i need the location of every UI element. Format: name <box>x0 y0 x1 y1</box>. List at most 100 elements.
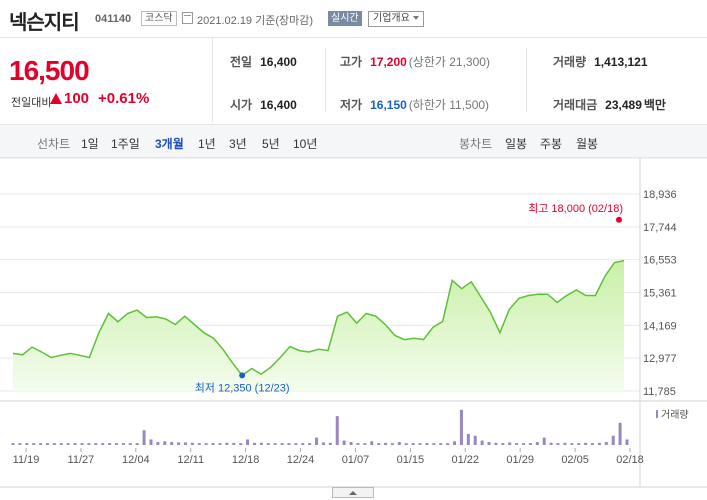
volume-bar <box>273 443 277 445</box>
divider <box>325 48 326 112</box>
volume-bar <box>163 441 167 445</box>
volume-bar <box>384 442 388 445</box>
tab-1w[interactable]: 1주일 <box>111 137 140 151</box>
volume-bar <box>597 442 601 445</box>
tab-5y[interactable]: 5년 <box>262 137 280 151</box>
stock-header: 넥슨지티 041140 코스닥 2021.02.19 기준(장마감) 실시간 기… <box>0 0 707 38</box>
stock-name: 넥슨지티 <box>9 12 80 34</box>
line-chart-group-label: 선차트 <box>37 137 71 151</box>
volume-legend-swatch <box>656 410 658 418</box>
volume-bar <box>59 443 63 445</box>
volume-bar <box>556 443 560 445</box>
volume-bar <box>225 442 229 445</box>
tab-3m[interactable]: 3개월 <box>155 137 184 151</box>
volume-bar <box>618 422 622 445</box>
volume-bar <box>390 443 394 445</box>
x-tick-label: 01/22 <box>452 454 480 466</box>
x-tick-label: 02/18 <box>616 454 644 466</box>
volume-bar <box>425 443 429 445</box>
volume-bar <box>39 443 43 445</box>
price-chart-svg: 18,936 17,744 16,553 15,361 14,169 12,977 11,7… <box>0 158 707 488</box>
volume-bar <box>73 443 77 445</box>
low-annotation: 최저 12,350 (12/23) <box>195 381 290 394</box>
tab-3y[interactable]: 3년 <box>229 137 247 151</box>
current-price: 16,500 <box>9 55 90 86</box>
stat-label: 저가 <box>340 98 363 112</box>
stat-value: 16,150 <box>370 98 407 112</box>
stat-label: 시가 <box>230 98 253 112</box>
volume-bar <box>570 443 574 445</box>
volume-bar <box>321 442 325 445</box>
volume-bar <box>11 443 15 445</box>
stat-open: 시가 16,400 <box>230 96 297 113</box>
y-tick-label: 16,553 <box>643 255 677 267</box>
stat-value: 23,489 <box>605 98 642 112</box>
x-tick-label: 01/15 <box>397 454 425 466</box>
volume-bar <box>135 443 139 445</box>
stat-sub: (하한가 11,500) <box>408 98 490 112</box>
tab-1y[interactable]: 1년 <box>198 137 216 151</box>
volume-bar <box>149 439 153 445</box>
stat-value: 16,400 <box>260 55 297 69</box>
stat-low: 저가 16,150 (하한가 11,500) <box>340 96 489 113</box>
x-tick-label: 12/11 <box>177 454 204 466</box>
price-stats: 전일 16,400 시가 16,400 고가 17,200 (상한가 21,300) 저… <box>213 38 707 122</box>
stat-volume: 거래량 1,413,121 <box>553 53 648 70</box>
volume-bar <box>563 442 567 445</box>
current-price-panel: 16,500 전일대비 100 +0.61% <box>0 38 213 122</box>
volume-bar <box>204 443 208 445</box>
tab-daily-candle[interactable]: 일봉 <box>505 137 528 151</box>
volume-bar <box>80 443 84 445</box>
volume-bar <box>121 443 125 445</box>
tab-weekly-candle[interactable]: 주봉 <box>540 137 563 151</box>
volume-bar <box>114 443 118 445</box>
realtime-button[interactable]: 실시간 <box>328 11 362 26</box>
high-point-marker <box>616 216 622 223</box>
volume-bar <box>604 442 608 445</box>
volume-bar <box>535 442 539 445</box>
stat-unit: 백만 <box>643 98 666 112</box>
volume-bar <box>611 435 615 445</box>
volume-bar <box>522 443 526 445</box>
volume-bar <box>128 443 132 445</box>
volume-bar <box>45 443 49 445</box>
volume-bar <box>370 441 374 445</box>
price-area-fill <box>13 260 624 391</box>
volume-bar <box>315 437 319 445</box>
stat-label: 전일 <box>230 55 253 69</box>
stat-value: 16,400 <box>260 98 297 112</box>
price-line <box>12 259 625 377</box>
volume-bar <box>94 443 98 445</box>
tab-1d[interactable]: 1일 <box>81 137 99 151</box>
tab-10y[interactable]: 10년 <box>293 137 318 151</box>
volume-bar <box>542 437 546 445</box>
tab-monthly-candle[interactable]: 월봉 <box>576 137 599 151</box>
volume-bar <box>418 443 422 445</box>
low-point-marker <box>239 372 246 379</box>
x-tick-label: 01/07 <box>342 454 370 466</box>
stat-value: 17,200 <box>370 55 407 69</box>
volume-bar <box>466 433 470 445</box>
candle-chart-group-label: 봉차트 <box>459 137 493 151</box>
volume-bar <box>377 443 381 445</box>
chart-collapse-button[interactable] <box>332 487 374 498</box>
volume-bar <box>218 443 222 445</box>
volume-bar <box>363 443 367 445</box>
volume-bar <box>142 430 146 445</box>
corp-info-dropdown[interactable]: 기업개요 <box>368 11 424 27</box>
volume-bar <box>308 443 312 445</box>
volume-bar <box>280 443 284 445</box>
stat-high: 고가 17,200 (상한가 21,300) <box>340 53 490 70</box>
stat-label: 거래량 <box>553 55 587 69</box>
volume-bar <box>183 442 187 445</box>
volume-bar <box>342 440 346 445</box>
stat-label: 고가 <box>340 55 363 69</box>
volume-bar <box>294 443 298 445</box>
volume-bar <box>459 409 463 445</box>
y-tick-label: 18,936 <box>643 189 677 201</box>
volume-bar <box>446 443 450 445</box>
volume-bar <box>473 435 477 445</box>
volume-bar <box>335 416 339 445</box>
stock-code: 041140 <box>95 13 132 25</box>
prev-day-label: 전일대비 <box>11 97 52 109</box>
